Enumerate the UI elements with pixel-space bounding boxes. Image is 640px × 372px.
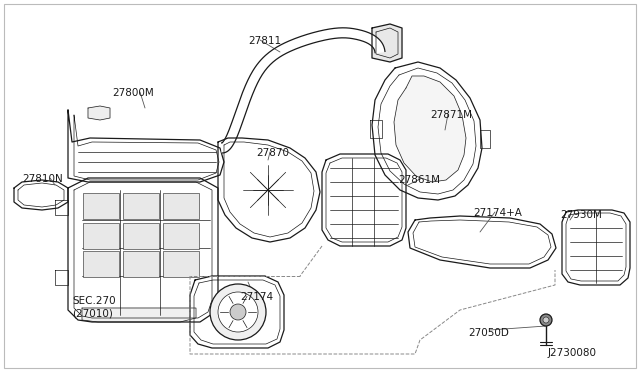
Polygon shape: [74, 182, 212, 318]
Circle shape: [543, 317, 549, 323]
Bar: [83, 223, 119, 249]
Circle shape: [230, 304, 246, 320]
Circle shape: [218, 292, 258, 332]
Circle shape: [540, 314, 552, 326]
Polygon shape: [14, 180, 68, 210]
Text: 27870: 27870: [256, 148, 289, 158]
Text: 27811: 27811: [248, 36, 281, 46]
Polygon shape: [88, 106, 110, 120]
Bar: [123, 193, 159, 219]
Text: 27174+A: 27174+A: [473, 208, 522, 218]
Text: SEC.270: SEC.270: [72, 296, 116, 306]
Circle shape: [210, 284, 266, 340]
Polygon shape: [218, 138, 320, 242]
Polygon shape: [372, 62, 482, 200]
Bar: [163, 223, 199, 249]
Text: (27010): (27010): [72, 308, 113, 318]
Polygon shape: [222, 28, 385, 153]
Polygon shape: [82, 308, 196, 322]
Bar: [163, 193, 199, 219]
Polygon shape: [394, 76, 466, 182]
Text: 27800M: 27800M: [112, 88, 154, 98]
Bar: [83, 193, 119, 219]
Text: 27871M: 27871M: [430, 110, 472, 120]
Text: J2730080: J2730080: [548, 348, 597, 358]
Text: 27174: 27174: [240, 292, 273, 302]
Bar: [123, 223, 159, 249]
Bar: [83, 251, 119, 277]
Polygon shape: [562, 210, 630, 285]
Polygon shape: [190, 276, 284, 348]
Polygon shape: [68, 178, 218, 322]
Text: 27050D: 27050D: [468, 328, 509, 338]
Polygon shape: [372, 24, 402, 62]
Polygon shape: [322, 154, 406, 246]
Polygon shape: [370, 120, 382, 138]
Bar: [123, 251, 159, 277]
Polygon shape: [408, 216, 556, 268]
Polygon shape: [55, 270, 68, 285]
Bar: [163, 251, 199, 277]
Polygon shape: [480, 130, 490, 148]
Polygon shape: [68, 110, 224, 182]
Text: 27810N: 27810N: [22, 174, 63, 184]
Polygon shape: [55, 200, 68, 215]
Text: 27861M: 27861M: [398, 175, 440, 185]
Text: 27930M: 27930M: [560, 210, 602, 220]
